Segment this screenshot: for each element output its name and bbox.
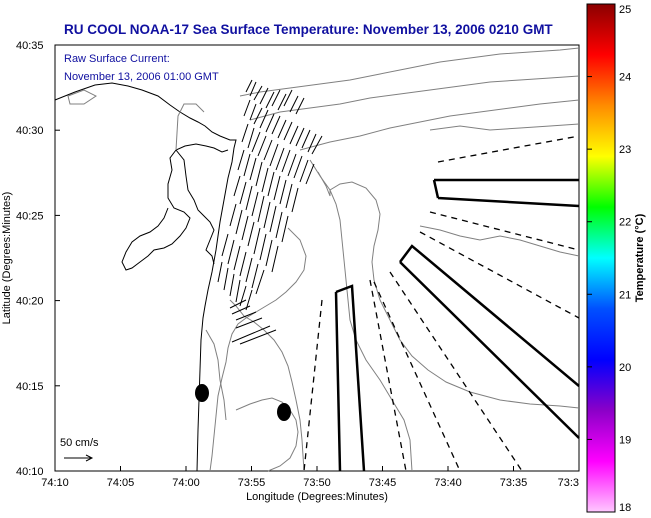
- scale-label: 50 cm/s: [60, 437, 99, 449]
- x-tick-label: 73:55: [238, 477, 266, 489]
- colorbar-tick-label: 24: [619, 72, 631, 84]
- colorbar-tick-label: 21: [619, 289, 631, 301]
- shipping-lanes: [334, 178, 580, 472]
- plot-area: [54, 44, 580, 472]
- coastline-inlet: [121, 143, 229, 271]
- x-tick-label: 74:05: [107, 477, 135, 489]
- y-tick-label: 40:15: [16, 381, 44, 393]
- x-tick-label: 73:45: [369, 477, 397, 489]
- y-tick-label: 40:10: [16, 466, 44, 478]
- coastline: [54, 82, 237, 472]
- surface-current-vectors: [64, 79, 323, 462]
- station-dot-1: [195, 384, 209, 402]
- inset-line-2: November 13, 2006 01:00 GMT: [64, 71, 219, 83]
- lane-southeast: [399, 244, 580, 439]
- lane-east: [432, 178, 580, 208]
- x-tick-label: 73:35: [500, 477, 528, 489]
- y-axis: 40:35 40:30 40:25 40:20 40:15 40:10: [16, 40, 60, 478]
- x-tick-label: 73:40: [434, 477, 462, 489]
- y-axis-label: Latitude (Degrees:Minutes): [1, 192, 13, 325]
- lane-south: [334, 284, 366, 472]
- colorbar-tick-label: 18: [619, 502, 631, 514]
- y-tick-label: 40:30: [16, 125, 44, 137]
- colorbar-tick-label: 22: [619, 217, 631, 229]
- inset-line-1: Raw Surface Current:: [64, 53, 170, 65]
- y-tick-label: 40:25: [16, 210, 44, 222]
- x-axis: 74:10 74:05 74:00 73:55 73:50 73:45 73:40 73:35…: [41, 466, 580, 489]
- x-tick-label: 73:3: [558, 477, 579, 489]
- coastline-bay: [175, 149, 215, 265]
- colorbar-tick-label: 23: [619, 144, 631, 156]
- y-tick-label: 40:35: [16, 40, 44, 52]
- colorbar-tick-label: 25: [619, 4, 631, 16]
- station-dot-2: [277, 403, 291, 421]
- chart-title: RU COOL NOAA-17 Sea Surface Temperature:…: [64, 22, 553, 37]
- traffic-separation-lines: [303, 135, 580, 472]
- colorbar-tick-label: 20: [619, 362, 631, 374]
- colorbar-tick-label: 19: [619, 434, 631, 446]
- y-tick-label: 40:20: [16, 296, 44, 308]
- colorbar-label: Temperature (°C): [634, 213, 646, 302]
- x-tick-label: 73:50: [303, 477, 331, 489]
- x-tick-label: 74:10: [41, 477, 69, 489]
- colorbar: [586, 3, 616, 513]
- colorbar-ticks: 25 24 23 22 21 20 19 18: [587, 3, 631, 514]
- bathymetry-contours: [67, 47, 580, 472]
- x-axis-label: Longitude (Degrees:Minutes): [246, 491, 388, 503]
- x-tick-label: 74:00: [172, 477, 200, 489]
